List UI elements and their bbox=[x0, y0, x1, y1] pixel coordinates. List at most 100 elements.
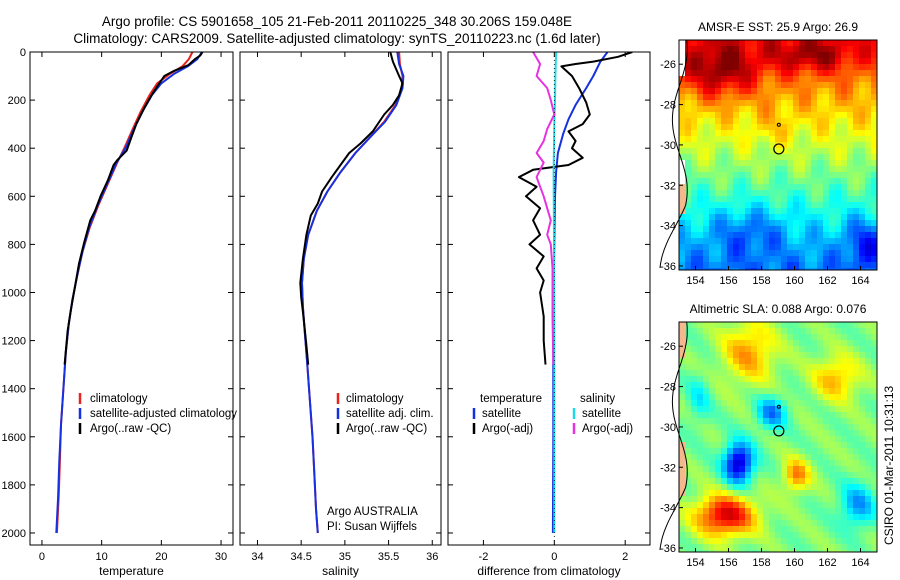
map-cell bbox=[793, 472, 800, 479]
map-cell bbox=[697, 202, 704, 209]
map-cell bbox=[853, 448, 860, 455]
map-cell bbox=[847, 484, 854, 491]
map-cell bbox=[721, 340, 728, 347]
map-cell bbox=[703, 454, 710, 461]
map-cell bbox=[811, 346, 818, 353]
map-cell bbox=[721, 196, 728, 203]
map-cell bbox=[823, 460, 830, 467]
map-cell bbox=[769, 94, 776, 101]
map-cell bbox=[847, 130, 854, 137]
map-cell bbox=[847, 400, 854, 407]
map-cell bbox=[691, 340, 698, 347]
map-cell bbox=[793, 64, 800, 71]
map-cell bbox=[715, 136, 722, 143]
map-cell bbox=[733, 418, 740, 425]
map-cell bbox=[715, 220, 722, 227]
map-cell bbox=[871, 406, 878, 413]
map-cell bbox=[811, 208, 818, 215]
map-cell bbox=[727, 190, 734, 197]
map-cell bbox=[853, 154, 860, 161]
map-cell bbox=[811, 262, 818, 269]
map-cell bbox=[811, 214, 818, 221]
map-cell bbox=[733, 160, 740, 167]
map-cell bbox=[823, 136, 830, 143]
map-cell bbox=[703, 514, 710, 521]
map-cell bbox=[715, 190, 722, 197]
map-cell bbox=[751, 394, 758, 401]
map-cell bbox=[751, 214, 758, 221]
map-cell bbox=[727, 538, 734, 545]
map-cell bbox=[685, 478, 692, 485]
map-cell bbox=[781, 40, 788, 47]
map-cell bbox=[691, 52, 698, 59]
map-cell bbox=[817, 370, 824, 377]
map-cell bbox=[799, 94, 806, 101]
map-cell bbox=[715, 202, 722, 209]
map-cell bbox=[847, 394, 854, 401]
map-cell bbox=[781, 106, 788, 113]
map-cell bbox=[697, 268, 704, 271]
map-cell bbox=[781, 232, 788, 239]
map-cell bbox=[847, 322, 854, 329]
map-cell bbox=[811, 460, 818, 467]
map-cell bbox=[679, 430, 686, 437]
map-cell bbox=[739, 232, 746, 239]
map-cell bbox=[805, 148, 812, 155]
map-cell bbox=[733, 352, 740, 359]
map-cell bbox=[775, 118, 782, 125]
map-cell bbox=[775, 388, 782, 395]
map-cell bbox=[829, 118, 836, 125]
map-cell bbox=[811, 514, 818, 521]
map-cell bbox=[835, 130, 842, 137]
map-cell bbox=[775, 478, 782, 485]
map-cell bbox=[799, 262, 806, 269]
map-cell bbox=[853, 100, 860, 107]
map-cell bbox=[769, 358, 776, 365]
map-cell bbox=[691, 160, 698, 167]
map-cell bbox=[835, 106, 842, 113]
map-lon-tick-label: 164 bbox=[851, 275, 869, 287]
map-cell bbox=[703, 334, 710, 341]
map-cell bbox=[805, 514, 812, 521]
map-cell bbox=[781, 436, 788, 443]
map-cell bbox=[787, 502, 794, 509]
map-cell bbox=[841, 382, 848, 389]
map-cell bbox=[775, 214, 782, 221]
map-cell bbox=[691, 418, 698, 425]
map-cell bbox=[823, 340, 830, 347]
map-cell bbox=[697, 370, 704, 377]
map-cell bbox=[781, 472, 788, 479]
map-cell bbox=[841, 106, 848, 113]
map-cell bbox=[757, 442, 764, 449]
map-cell bbox=[679, 352, 686, 359]
map-cell bbox=[775, 532, 782, 539]
map-cell bbox=[709, 466, 716, 473]
map-cell bbox=[775, 496, 782, 503]
map-cell bbox=[811, 58, 818, 65]
map-cell bbox=[805, 106, 812, 113]
map-cell bbox=[745, 466, 752, 473]
map-cell bbox=[775, 466, 782, 473]
map-cell bbox=[691, 460, 698, 467]
map-cell bbox=[751, 550, 758, 553]
map-cell bbox=[811, 220, 818, 227]
map-cell bbox=[751, 40, 758, 47]
map-cell bbox=[865, 154, 872, 161]
coastline bbox=[659, 321, 688, 551]
map-cell bbox=[721, 478, 728, 485]
map-cell bbox=[703, 250, 710, 257]
map-cell bbox=[745, 340, 752, 347]
map-cell bbox=[691, 178, 698, 185]
map-cell bbox=[739, 406, 746, 413]
map-cell bbox=[709, 262, 716, 269]
map-cell bbox=[841, 394, 848, 401]
map-cell bbox=[697, 244, 704, 251]
map-cell bbox=[781, 400, 788, 407]
map-cell bbox=[787, 148, 794, 155]
map-cell bbox=[709, 88, 716, 95]
map-cell bbox=[733, 214, 740, 221]
map-cell bbox=[823, 52, 830, 59]
map-cell bbox=[751, 400, 758, 407]
map-cell bbox=[775, 100, 782, 107]
map-cell bbox=[787, 190, 794, 197]
